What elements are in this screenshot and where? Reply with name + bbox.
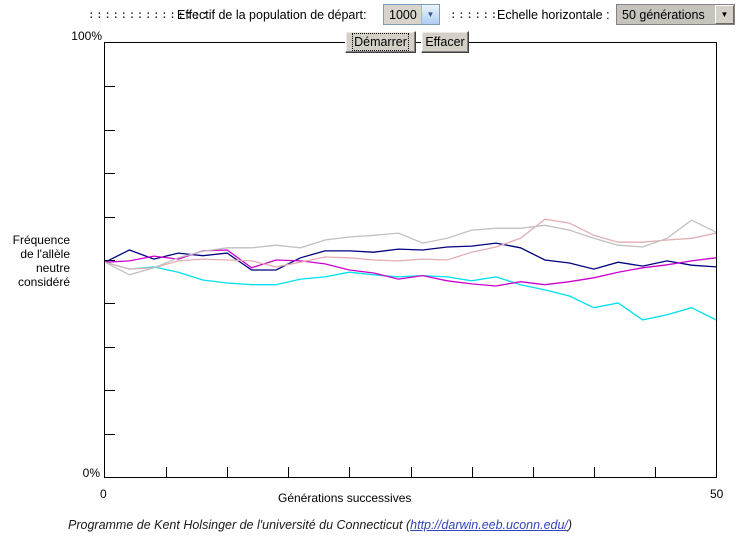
y-axis-title-line: de l'allèle xyxy=(20,247,70,261)
horizontal-scale-value: 50 générations xyxy=(617,5,715,24)
y-axis-title-line: neutre xyxy=(35,261,70,275)
x-axis-title: Générations successives xyxy=(278,491,412,505)
y-axis-title-line: considéré xyxy=(17,275,70,289)
horizontal-scale-select[interactable]: 50 générations ▼ xyxy=(616,4,735,25)
clear-button[interactable]: Effacer xyxy=(421,31,469,53)
plot-svg xyxy=(105,86,716,477)
credit-link[interactable]: http://darwin.eeb.uconn.edu/ xyxy=(410,518,568,532)
series-line-population-5-gray xyxy=(105,219,716,276)
x-axis-min-label: 0 xyxy=(100,487,107,501)
y-axis-min-label: 0% xyxy=(82,466,100,480)
dotted-separator-left: ::::::::::::::: xyxy=(88,8,210,21)
series-line-population-2-cyan xyxy=(105,261,716,321)
clear-button-label: Effacer xyxy=(425,35,465,49)
series-line-population-1-navy xyxy=(105,242,716,271)
start-button-label: Démarrer xyxy=(352,33,409,51)
credit-text: Programme de Kent Holsinger de l'univers… xyxy=(68,518,411,532)
chart-plot-area xyxy=(104,42,717,478)
start-button[interactable]: Démarrer xyxy=(345,31,416,53)
population-size-value: 1000 xyxy=(384,5,421,24)
y-axis-title-line: Fréquence xyxy=(12,233,70,247)
dotted-separator-middle: :::::: xyxy=(450,8,499,21)
credit-line: Programme de Kent Holsinger de l'univers… xyxy=(68,518,572,532)
x-axis-max-label: 50 xyxy=(710,487,724,501)
horizontal-scale-label: Echelle horizontale : xyxy=(497,8,610,22)
y-axis-title: Fréquence de l'allèle neutre considéré xyxy=(6,233,70,289)
y-axis-max-label: 100% xyxy=(71,29,102,43)
chevron-down-icon[interactable]: ▼ xyxy=(715,5,734,24)
population-size-label: Effectif de la population de départ: xyxy=(177,8,367,22)
chevron-down-icon[interactable]: ▼ xyxy=(421,5,439,24)
series-line-population-4-pink xyxy=(105,218,716,270)
population-size-select[interactable]: 1000 ▼ xyxy=(383,4,440,25)
credit-suffix: ) xyxy=(567,518,573,532)
